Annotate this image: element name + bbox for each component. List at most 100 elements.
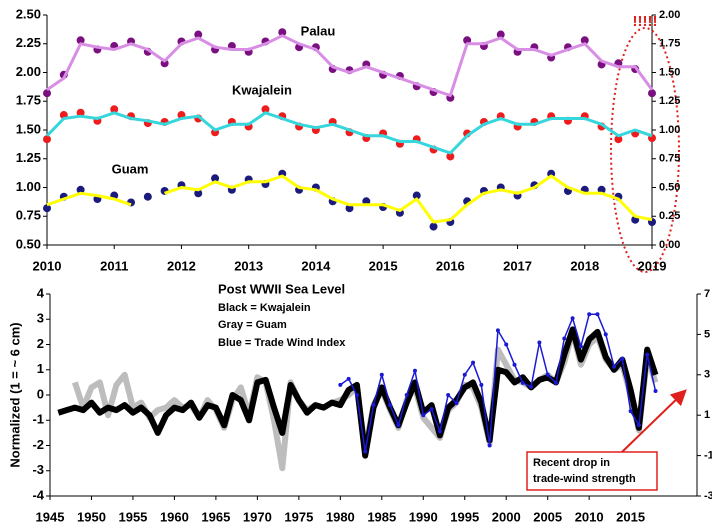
data-point — [429, 222, 438, 231]
data-point — [479, 382, 484, 387]
x-tick-label: 1980 — [326, 509, 355, 524]
x-tick-label: 2010 — [575, 509, 604, 524]
y-tick-label: -1 — [32, 412, 44, 427]
data-point — [429, 407, 434, 412]
y2-tick-label: 0.00 — [659, 239, 680, 251]
data-point — [412, 191, 421, 200]
highlight-ellipse — [610, 27, 680, 273]
x-tick-label: 1960 — [160, 509, 189, 524]
y-tick-label: 4 — [37, 285, 45, 300]
x-tick-label: 2018 — [570, 258, 599, 273]
data-point — [371, 403, 376, 408]
x-tick-label: 2015 — [616, 509, 645, 524]
data-point — [495, 328, 500, 333]
x-tick-label: 1985 — [367, 509, 396, 524]
x-tick-label: 2011 — [100, 258, 128, 273]
y2-tick-label: 7 — [704, 288, 710, 300]
x-tick-label: 1970 — [243, 509, 272, 524]
y-tick-label: 0.75 — [16, 208, 41, 223]
x-tick-label: 1975 — [284, 509, 313, 524]
y-tick-label: 0.50 — [16, 236, 41, 251]
data-point — [612, 364, 617, 369]
data-point — [143, 192, 152, 201]
data-point — [404, 393, 409, 397]
x-tick-label: 2015 — [369, 258, 398, 273]
legend-title: Post WWII Sea Level — [218, 281, 345, 296]
annotation-arrow — [621, 389, 687, 453]
data-point — [194, 189, 203, 198]
legend-line: Blue = Trade Wind Index — [218, 337, 346, 349]
data-point — [211, 174, 220, 183]
data-point — [645, 352, 650, 357]
data-point — [462, 372, 467, 377]
y2-tick-label: 1.50 — [659, 66, 680, 78]
y2-tick-label: 0.50 — [659, 181, 680, 193]
data-point — [43, 89, 51, 98]
data-point — [379, 372, 384, 377]
data-point — [636, 423, 641, 428]
y2-tick-label: 3 — [704, 369, 710, 381]
data-point — [628, 409, 633, 414]
series-label: Kwajalein — [232, 82, 292, 97]
data-point — [595, 312, 600, 317]
data-point — [504, 342, 509, 347]
y-tick-label: 2.00 — [16, 64, 41, 79]
data-point — [496, 30, 505, 39]
data-point — [446, 393, 451, 397]
data-point — [346, 376, 351, 381]
y-tick-label: 1.25 — [16, 150, 41, 165]
y-tick-label: 1.50 — [16, 121, 41, 136]
x-tick-label: 2000 — [492, 509, 521, 524]
smoothed-line — [45, 111, 653, 155]
y2-tick-label: 1.25 — [659, 95, 680, 107]
data-point — [580, 36, 589, 45]
x-tick-label: 2014 — [301, 258, 331, 273]
data-point — [421, 413, 426, 418]
data-point — [562, 336, 567, 341]
data-point — [338, 382, 343, 387]
data-point — [545, 372, 550, 377]
series-label: Palau — [301, 23, 336, 38]
data-point — [278, 28, 287, 37]
x-tick-label: 1990 — [409, 509, 438, 524]
legend-line: Black = Kwajalein — [218, 302, 311, 314]
y2-tick-label: 0.75 — [659, 153, 680, 165]
series-label: Guam — [112, 161, 149, 176]
y2-tick-label: 0.25 — [659, 210, 680, 222]
x-tick-label: 2016 — [436, 258, 465, 273]
data-point — [43, 135, 51, 144]
exclamation: !!!!! — [633, 13, 658, 30]
data-point — [194, 30, 203, 39]
y2-tick-label: -3 — [704, 490, 712, 502]
x-tick-label: 1955 — [118, 509, 147, 524]
x-tick-label: 1965 — [201, 509, 230, 524]
x-tick-label: 2005 — [533, 509, 562, 524]
data-point — [614, 135, 623, 144]
annotation: trade-wind strength — [533, 473, 636, 485]
data-point — [43, 204, 51, 213]
y2-tick-label: 1.75 — [659, 38, 680, 50]
y-tick-label: 1.75 — [16, 93, 41, 108]
x-tick-label: 2017 — [503, 258, 532, 273]
y2-tick-label: 2.00 — [659, 9, 680, 21]
data-point — [553, 380, 558, 385]
data-point — [412, 368, 417, 373]
data-point — [529, 384, 534, 389]
y2-tick-label: 1 — [704, 409, 710, 421]
annotation-box — [526, 451, 658, 491]
y-tick-label: -3 — [32, 462, 44, 477]
data-point — [512, 362, 517, 367]
legend-box — [213, 280, 363, 352]
x-tick-label: 2012 — [167, 258, 196, 273]
y2-tick-label: -1 — [704, 450, 712, 462]
y-tick-label: -2 — [32, 437, 44, 452]
data-point — [653, 388, 658, 393]
data-point — [537, 340, 542, 345]
x-tick-label: 2019 — [638, 258, 667, 273]
data-point — [363, 449, 368, 454]
y-axis-label: Normalized (1 = ~ 6 cm) — [7, 322, 22, 467]
y-tick-label: 2.50 — [16, 6, 41, 21]
x-tick-label: 1945 — [36, 509, 65, 524]
y-tick-label: 3 — [37, 311, 44, 326]
